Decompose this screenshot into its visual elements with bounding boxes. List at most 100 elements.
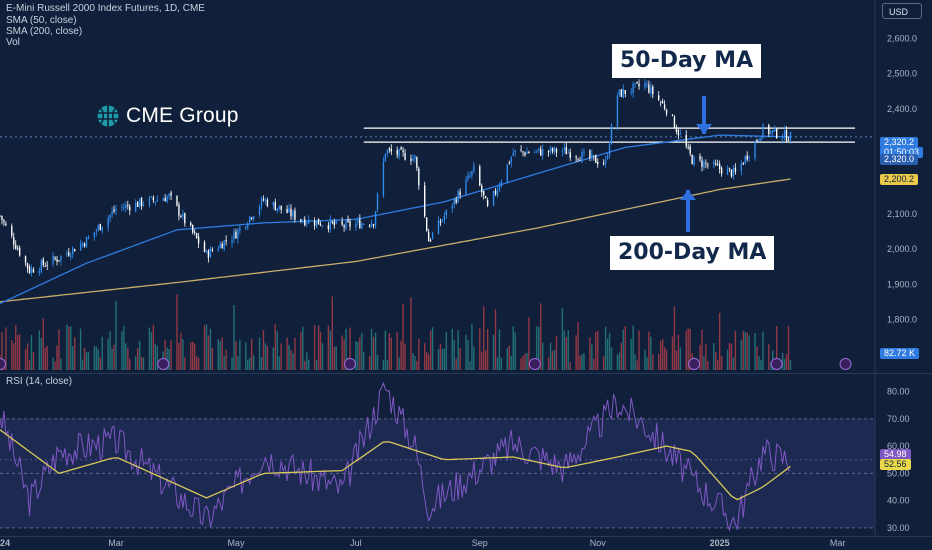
volume-bar [195, 356, 198, 370]
volume-bar [685, 330, 687, 370]
candle-body [81, 242, 84, 246]
volume-bar [274, 324, 276, 370]
candle-body [54, 257, 56, 260]
candle-body [182, 213, 184, 217]
annotation-arrows [680, 96, 712, 232]
candle-body [412, 157, 414, 161]
candle-body [176, 195, 178, 206]
candle-body [754, 141, 756, 159]
legend-sma200[interactable]: SMA (200, close) [6, 26, 83, 37]
candle-body [138, 198, 141, 207]
volume-bar [142, 357, 145, 370]
candle-body [209, 248, 212, 258]
candle-body [431, 232, 434, 239]
candle-body [233, 231, 235, 239]
volume-bar [333, 346, 335, 370]
candle-body [665, 109, 668, 114]
rsi-ma-tag: 52.56 [880, 459, 911, 470]
volume-bar [404, 343, 406, 370]
volume-bar [569, 361, 571, 370]
candle-body [453, 198, 455, 205]
candle-body [136, 202, 139, 207]
candle-body [561, 151, 564, 153]
event-markers[interactable] [0, 358, 852, 370]
volume-bar [610, 347, 613, 370]
candle-body [730, 169, 733, 177]
candle-body [372, 224, 375, 226]
candle-body [524, 152, 526, 156]
volume-bar [180, 332, 182, 370]
candle-body [390, 148, 392, 152]
candle-body [396, 150, 398, 155]
volume-bar [313, 325, 316, 370]
volume-bar [443, 348, 446, 370]
volume-bar [30, 334, 33, 370]
candle-body [569, 152, 571, 158]
volume-bar [46, 345, 48, 370]
volume-bar [597, 330, 599, 370]
volume-bar [687, 328, 689, 370]
candle-body [492, 191, 495, 205]
candle-body [486, 199, 489, 206]
volume-bar [595, 331, 597, 370]
candle-body [608, 144, 611, 156]
candle-body [79, 243, 82, 251]
legend-vol[interactable]: Vol [6, 37, 20, 48]
rsi-label[interactable]: RSI (14, close) [6, 376, 73, 387]
candle-body [74, 249, 76, 252]
price-tick-label: 1,900.0 [887, 279, 917, 289]
volume-bar [740, 340, 742, 370]
candle-body [783, 130, 786, 138]
candle-body [713, 161, 715, 165]
volume-bar [58, 329, 60, 370]
volume-bar [184, 357, 186, 370]
candle-body [785, 130, 788, 141]
currency-button[interactable]: USD [882, 3, 922, 19]
candle-body [427, 231, 430, 242]
volume-bar [671, 336, 674, 370]
volume-bar [457, 330, 459, 370]
volume-bar [705, 343, 707, 370]
volume-bar [553, 350, 556, 370]
volume-bar [262, 330, 265, 370]
volume-bar [368, 355, 371, 370]
volume-bar [221, 337, 223, 370]
volume-bar [24, 348, 27, 370]
candle-body [675, 127, 678, 132]
candle-body [376, 194, 379, 210]
volume-bar [17, 335, 19, 370]
candle-body [567, 152, 569, 154]
volume-bar [148, 327, 151, 370]
volume-bar [756, 346, 758, 370]
rsi-tick-label: 30.00 [887, 523, 910, 533]
candle-body [30, 268, 33, 274]
volume-bar [170, 340, 172, 370]
volume-bar [264, 343, 267, 370]
volume-bar [247, 359, 249, 370]
time-tick-label: Mar [830, 538, 846, 548]
candle-body [528, 151, 530, 153]
candle-body [659, 101, 662, 103]
candle-body [290, 208, 292, 217]
volume-bar [154, 344, 157, 370]
candle-body [343, 225, 345, 228]
candle-body [496, 189, 499, 196]
candle-body [758, 139, 760, 141]
candle-body [26, 263, 29, 269]
candle-body [195, 233, 198, 239]
candlesticks[interactable] [0, 79, 792, 277]
candle-body [498, 185, 501, 190]
volume-bar [481, 351, 483, 370]
volume-bar [168, 348, 170, 370]
volume-bar [781, 352, 784, 370]
volume-bar [486, 328, 489, 370]
candle-body [500, 181, 503, 187]
candle-body [638, 83, 640, 87]
candle-body [168, 194, 170, 197]
volume-bar [575, 335, 577, 370]
volume-bar [370, 328, 373, 370]
legend-sma50[interactable]: SMA (50, close) [6, 15, 77, 26]
volume-bar [315, 360, 318, 370]
volume-tag: 82.72 K [880, 348, 920, 359]
candle-body [445, 209, 448, 216]
